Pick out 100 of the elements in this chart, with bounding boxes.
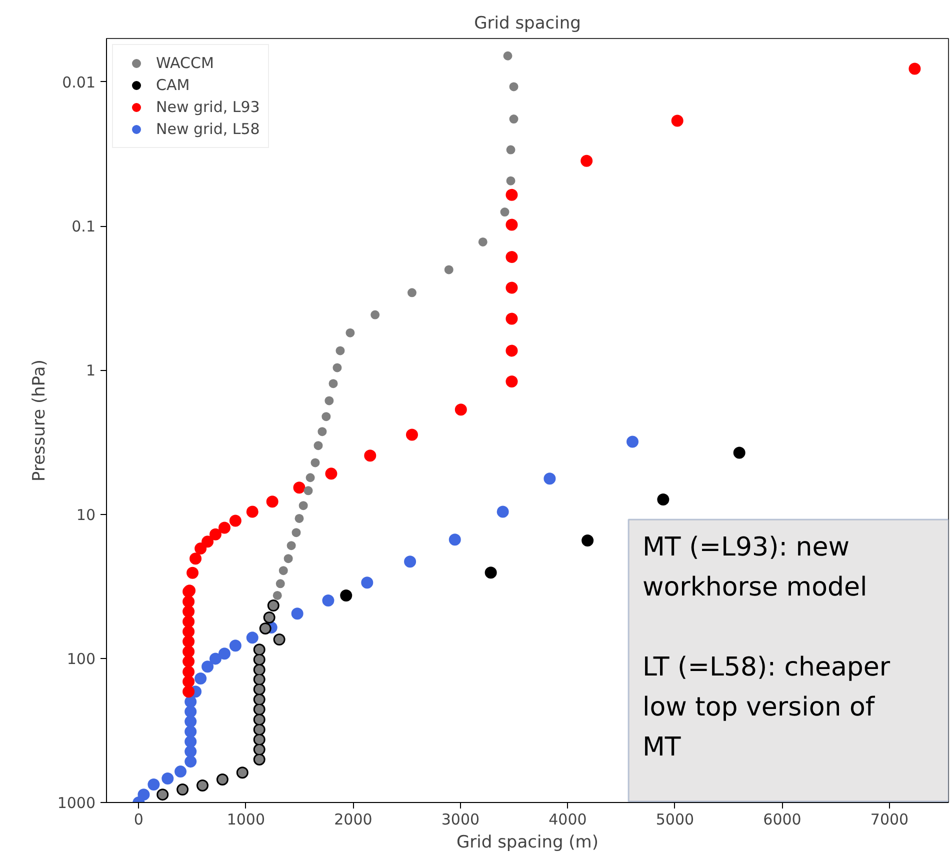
point: [293, 482, 306, 494]
point: [218, 648, 230, 660]
point: [246, 506, 258, 518]
x-tick-label: 0: [134, 810, 144, 828]
point: [328, 379, 338, 388]
point: [292, 528, 301, 538]
point: [582, 534, 594, 546]
point: [182, 606, 195, 618]
point: [506, 312, 518, 325]
legend-label: CAM: [156, 76, 190, 94]
point: [291, 608, 304, 620]
y-tick-label: 10: [76, 506, 96, 524]
y-tick-label: 100: [66, 650, 96, 668]
x-tick-label: 7000: [870, 810, 909, 828]
point: [657, 494, 670, 506]
chart-title: Grid spacing: [474, 14, 581, 34]
point: [626, 436, 639, 448]
y-tick-label: 1000: [57, 794, 96, 812]
point: [506, 176, 516, 186]
x-tick-label: 3000: [441, 810, 480, 828]
point: [506, 344, 518, 357]
point: [218, 522, 230, 534]
point: [209, 528, 222, 540]
point: [448, 534, 461, 546]
point: [298, 501, 308, 510]
point: [322, 594, 334, 607]
point: [314, 441, 323, 450]
point: [286, 541, 296, 550]
point: [503, 51, 512, 60]
point: [506, 250, 518, 263]
point: [509, 82, 518, 92]
point: [404, 556, 416, 568]
point: [500, 208, 510, 217]
point: [182, 626, 195, 638]
point: [506, 376, 518, 388]
point: [908, 62, 921, 75]
point: [506, 145, 516, 154]
point: [182, 636, 195, 648]
point: [580, 154, 593, 167]
point: [484, 566, 497, 579]
text: MT (=L93): new workhorse model LT (=L58): cheaper low top version of MT: [642, 532, 890, 762]
point: [162, 772, 174, 785]
point: [184, 756, 197, 768]
point: [361, 576, 374, 589]
x-axis-title: Grid spacing (m): [456, 832, 599, 852]
point: [324, 396, 334, 406]
y-axis-title: Pressure (hPa): [29, 360, 50, 482]
x-tick-label: 1000: [226, 810, 266, 828]
legend-label: New grid, L93: [156, 98, 260, 116]
x-tick-label: 4000: [548, 810, 587, 828]
point: [182, 596, 195, 608]
point: [671, 114, 684, 127]
point: [284, 554, 293, 564]
legend-label: WACCM: [156, 54, 214, 72]
point: [306, 473, 315, 482]
point: [182, 616, 195, 628]
point: [182, 646, 195, 658]
point: [332, 363, 342, 372]
point: [276, 579, 285, 588]
point: [406, 428, 418, 441]
point: [364, 450, 376, 462]
point: [322, 412, 331, 422]
point: [346, 328, 355, 338]
point: [174, 766, 187, 778]
point: [184, 736, 197, 748]
point: [454, 404, 467, 416]
point: [340, 589, 352, 602]
point: [229, 640, 242, 652]
point: [544, 472, 556, 485]
point: [336, 346, 345, 356]
y-tick-label: 0.1: [72, 218, 96, 236]
point: [184, 715, 197, 728]
point: [294, 514, 304, 523]
point: [318, 427, 327, 436]
point: [325, 468, 338, 480]
point: [478, 237, 488, 246]
point: [182, 655, 195, 668]
point: [509, 114, 518, 124]
y-tick-label: 0.01: [62, 73, 96, 92]
point: [202, 660, 214, 673]
point: [148, 778, 160, 790]
point: [184, 746, 197, 758]
y-tick-label: 1: [86, 362, 96, 380]
point: [209, 652, 222, 665]
point: [496, 506, 509, 518]
point: [278, 566, 288, 576]
point: [186, 566, 199, 579]
point: [202, 536, 214, 548]
point: [182, 666, 195, 678]
point: [194, 542, 207, 555]
point: [304, 486, 313, 496]
point: [733, 446, 746, 459]
x-tick-label: 5000: [656, 810, 694, 828]
legend-label: New grid, L58: [156, 120, 260, 138]
point: [506, 282, 518, 294]
point: [506, 218, 518, 231]
point: [182, 676, 195, 688]
point: [190, 552, 202, 565]
point: [184, 726, 197, 738]
point: [182, 686, 195, 698]
